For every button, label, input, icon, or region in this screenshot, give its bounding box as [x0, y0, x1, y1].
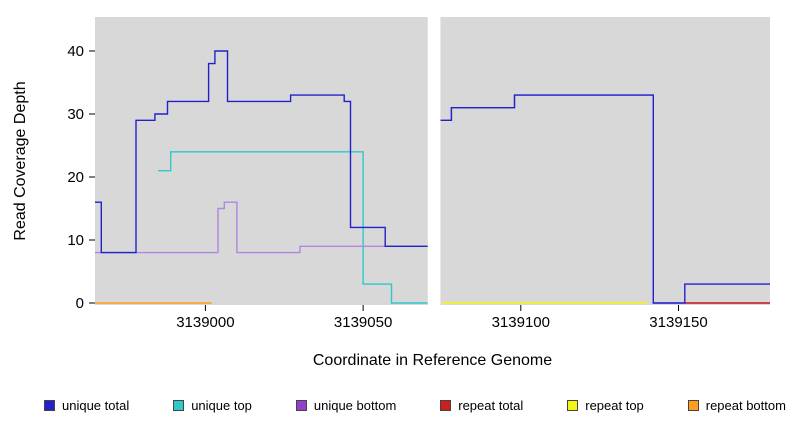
legend-item-repeat-total: repeat total	[440, 398, 523, 413]
x-tick-label: 3139000	[176, 314, 234, 331]
legend-label: repeat top	[585, 398, 644, 413]
y-tick-label: 10	[67, 232, 84, 249]
legend-label: repeat bottom	[705, 398, 786, 413]
legend-swatch-repeat-top	[567, 400, 579, 411]
x-tick-label: 3139150	[649, 314, 707, 331]
legend-label: unique bottom	[313, 398, 397, 413]
legend-label: repeat total	[458, 398, 524, 413]
y-tick-label: 40	[67, 43, 84, 60]
series-line-unique-total	[95, 50, 770, 304]
plot-svg: 3139000 3139050 3139100 3139150 0 10 20 30 40	[67, 17, 770, 331]
legend-item-repeat-bottom: repeat bottom	[687, 398, 786, 413]
series-line-unique-top	[158, 151, 428, 304]
legend: unique total unique top unique bottom repea…	[44, 398, 786, 413]
y-tick-label: 0	[76, 295, 84, 312]
legend-swatch-unique-bottom	[295, 400, 307, 411]
coverage-gap-band	[427, 17, 441, 305]
legend-swatch-unique-total	[44, 400, 55, 411]
legend-label: unique total	[62, 398, 130, 413]
legend-item-unique-bottom: unique bottom	[295, 398, 397, 413]
legend-swatch-repeat-total	[440, 400, 452, 411]
legend-item-repeat-top: repeat top	[567, 398, 644, 413]
y-axis-label: Read Coverage Depth	[12, 81, 29, 241]
legend-item-unique-top: unique top	[173, 398, 252, 413]
legend-item-unique-total: unique total	[44, 398, 129, 413]
legend-swatch-repeat-bottom	[687, 400, 699, 411]
x-axis-label: Coordinate in Reference Genome	[312, 352, 553, 369]
legend-swatch-unique-top	[173, 400, 185, 411]
y-tick-label: 30	[67, 106, 84, 123]
y-tick-label: 20	[67, 169, 84, 186]
x-tick-label: 3139100	[492, 314, 550, 331]
x-tick-label: 3139050	[334, 314, 392, 331]
legend-label: unique top	[191, 398, 252, 413]
